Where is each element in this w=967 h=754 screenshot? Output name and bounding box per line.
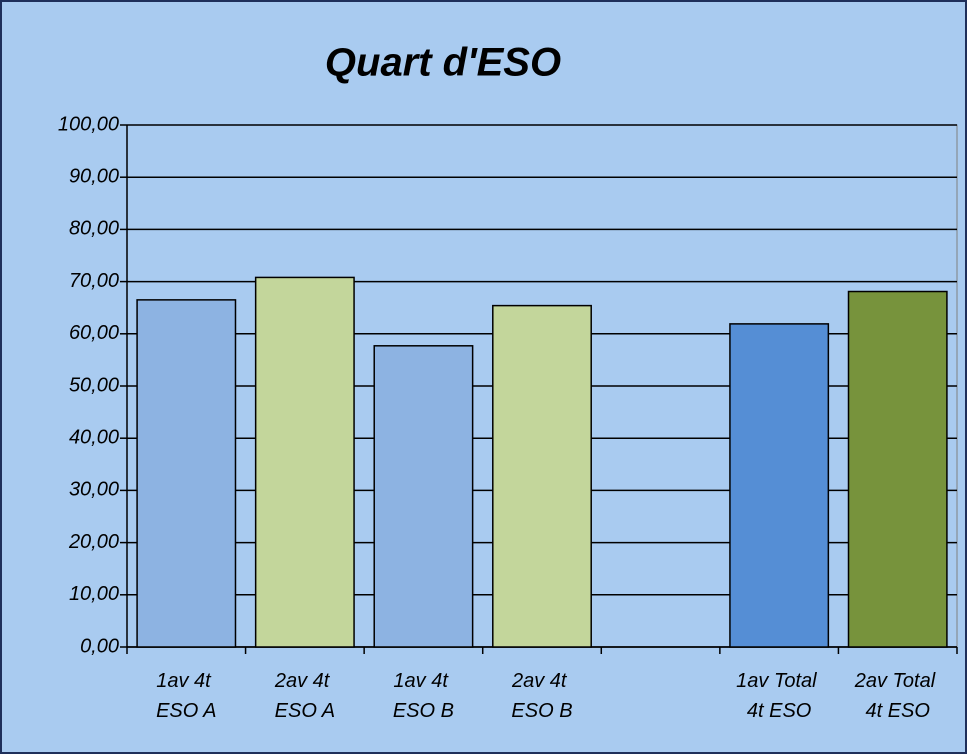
bar xyxy=(492,304,592,648)
chart-title: Quart d'ESO xyxy=(325,41,561,85)
y-tick-label: 50,00 xyxy=(69,374,119,396)
y-tick-label: 100,00 xyxy=(58,113,119,135)
bar xyxy=(847,290,948,648)
y-tick-label: 0,00 xyxy=(80,635,119,657)
y-tick-label: 10,00 xyxy=(69,583,119,605)
x-tick-label: 1av 4t ESO A xyxy=(156,670,216,722)
bar xyxy=(729,323,830,648)
y-tick-label: 30,00 xyxy=(69,479,119,501)
x-tick-label: 2av 4t ESO B xyxy=(511,670,573,722)
y-tick-label: 40,00 xyxy=(69,426,119,448)
bar xyxy=(136,299,237,648)
x-tick-label: 1av 4t ESO B xyxy=(393,670,454,722)
bar xyxy=(373,345,474,648)
y-tick-label: 60,00 xyxy=(69,322,119,344)
y-tick-label: 20,00 xyxy=(68,531,119,553)
x-tick-label: 2av 4t ESO A xyxy=(274,670,335,722)
y-tick-label: 90,00 xyxy=(69,165,119,187)
x-tick-label: 1av Total 4t ESO xyxy=(736,670,822,722)
bar xyxy=(254,276,355,648)
y-tick-label: 70,00 xyxy=(69,270,119,292)
x-tick-label: 2av Total 4t ESO xyxy=(854,670,941,722)
y-tick-label: 80,00 xyxy=(69,218,119,240)
